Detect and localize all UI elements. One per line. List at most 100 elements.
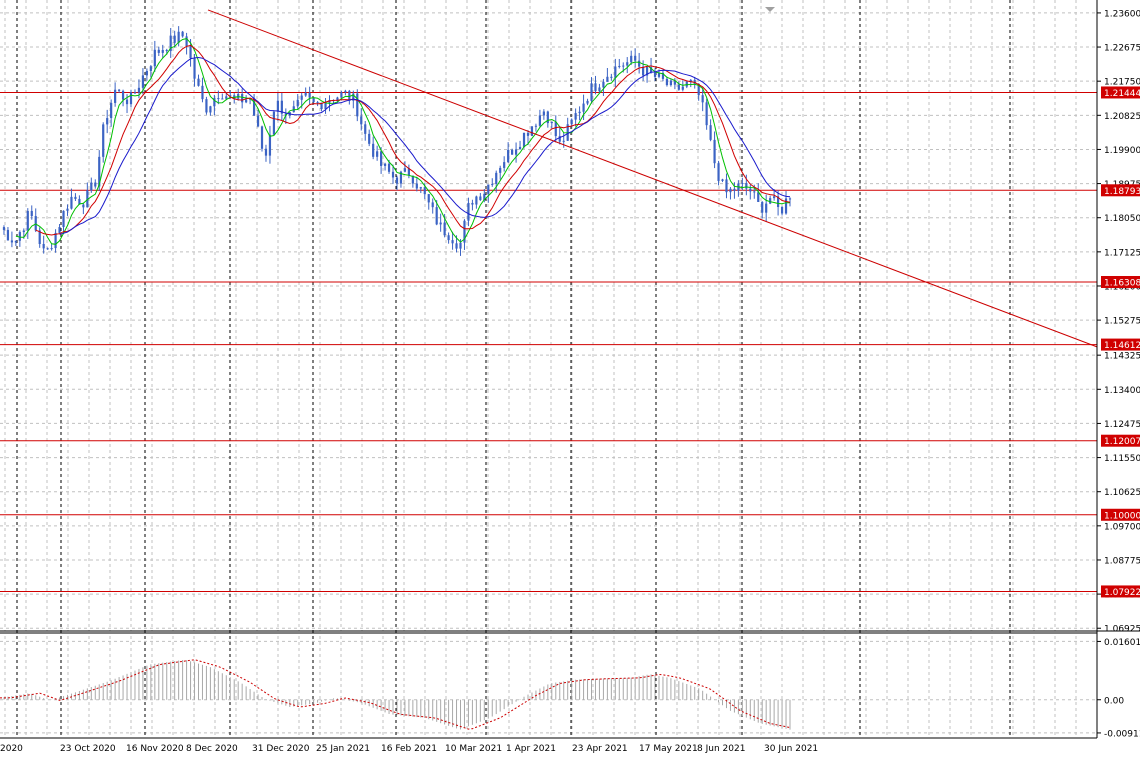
date-separators	[16, 0, 1011, 738]
candle-body	[594, 83, 597, 92]
candle-body	[395, 177, 399, 184]
candle-body	[459, 242, 462, 249]
candle-body	[499, 167, 502, 173]
candle-body	[229, 95, 232, 97]
candle-body	[773, 196, 776, 199]
level-label-bg	[1101, 585, 1140, 598]
price-tick-label: 1.20825	[1104, 112, 1140, 122]
candle-body	[431, 202, 434, 208]
candle-body	[753, 191, 756, 193]
price-tick-label: 1.12475	[1104, 420, 1140, 430]
price-tick-label: 1.08775	[1104, 556, 1140, 566]
candle-body	[618, 65, 621, 67]
candle-body	[336, 97, 339, 102]
candle-body	[439, 222, 442, 225]
oscillator-tick-label: 0.00	[1104, 696, 1124, 706]
candle-body	[14, 240, 17, 243]
candle-body	[673, 80, 676, 85]
candle-body	[423, 187, 426, 195]
candle-body	[463, 220, 466, 243]
candle-body	[153, 49, 156, 67]
candle-body	[90, 182, 93, 191]
candle-body	[586, 100, 589, 104]
candle-body	[316, 102, 319, 104]
candle-body	[110, 102, 113, 119]
level-label-bg	[1101, 338, 1140, 351]
candle-body	[260, 126, 264, 149]
candle-body	[697, 83, 700, 96]
candle-body	[475, 196, 478, 205]
candle-body	[689, 79, 692, 82]
candle-body	[534, 125, 538, 127]
candle-body	[189, 45, 192, 59]
oscillator-series	[0, 659, 791, 730]
candle-body	[725, 179, 728, 193]
horizontal-levels	[0, 91, 1097, 592]
candle-body	[197, 78, 200, 86]
candle-body	[106, 118, 109, 125]
level-label-text: 1.14612	[1104, 341, 1140, 351]
time-tick-label: 23 Oct 2020	[60, 744, 116, 754]
candle-body	[201, 85, 204, 100]
candle-body	[185, 36, 188, 46]
time-tick-label: 23 Apr 2021	[572, 744, 628, 754]
candle-body	[320, 103, 323, 109]
level-labels: 1.21444 1.18793 1.16308 1.14612 1.12007 1.100…	[1101, 86, 1140, 598]
candle-body	[780, 207, 784, 214]
candle-body	[74, 196, 77, 199]
candle-body	[479, 196, 482, 201]
candle-body	[352, 93, 355, 101]
candle-body	[217, 98, 220, 100]
candle-body	[272, 111, 276, 135]
candle-body	[634, 55, 637, 61]
candle-body	[642, 66, 645, 76]
price-tick-label: 1.23600	[1104, 9, 1140, 19]
candle-body	[415, 183, 418, 189]
candle-body	[42, 243, 45, 249]
candle-body	[34, 216, 37, 231]
time-tick-label: 2020	[0, 744, 23, 754]
candle-body	[18, 232, 21, 241]
candle-body	[765, 203, 768, 213]
candle-body	[62, 210, 65, 228]
candle-body	[165, 49, 168, 52]
candle-body	[391, 171, 395, 178]
candle-body	[157, 49, 160, 53]
candle-body	[602, 81, 605, 88]
candle-body	[133, 92, 137, 94]
candle-body	[125, 99, 129, 105]
candle-body	[645, 67, 649, 76]
candle-body	[241, 93, 244, 103]
candle-body	[213, 98, 216, 107]
candle-body	[308, 92, 311, 98]
oscillator-signal-line	[0, 659, 791, 730]
shift-marker-icon[interactable]	[765, 7, 775, 12]
candle-body	[435, 207, 438, 225]
candle-body	[209, 106, 212, 113]
candle-body	[606, 76, 609, 82]
candle-body	[661, 72, 665, 79]
candle-body	[6, 229, 10, 241]
candle-body	[657, 72, 661, 77]
candle-body	[177, 31, 180, 43]
candle-body	[582, 103, 585, 112]
candle-body	[554, 121, 557, 137]
price-tick-label: 1.19900	[1104, 146, 1140, 156]
level-label-text: 1.18793	[1104, 187, 1140, 197]
time-axis-ticks: 2020 23 Oct 2020 16 Nov 2020 8 Dec 2020 31 D…	[0, 744, 818, 754]
candle-body	[546, 111, 549, 124]
candle-body	[70, 196, 73, 209]
candle-body	[626, 62, 629, 66]
oscillator-tick-label: -0.00911	[1104, 729, 1140, 739]
candle-body	[380, 151, 383, 166]
ma-slow-line	[59, 56, 791, 235]
candle-body	[161, 49, 164, 53]
candle-body	[344, 90, 347, 93]
candle-body	[784, 198, 788, 214]
price-tick-label: 1.14325	[1104, 352, 1140, 362]
candle-body	[483, 193, 486, 201]
candle-body	[451, 240, 454, 244]
candle-body	[181, 31, 184, 37]
price-tick-label: 1.15275	[1104, 317, 1140, 327]
price-tick-label: 1.13400	[1104, 386, 1140, 396]
